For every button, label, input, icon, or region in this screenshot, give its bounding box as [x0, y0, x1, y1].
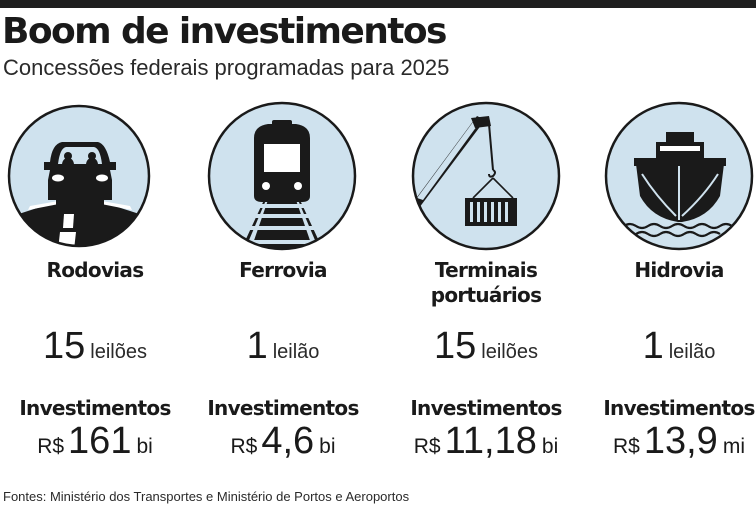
auction-count-number: 15	[434, 325, 477, 367]
currency: R$	[230, 435, 258, 458]
category-terminais-portuarios: Terminais portuários 15 leilões Investime…	[391, 100, 581, 470]
page-title: Boom de investimentos	[2, 11, 447, 52]
auction-count: 1 leilão	[188, 322, 378, 378]
ship-icon	[584, 100, 756, 252]
top-rule	[0, 0, 756, 8]
auction-count-number: 15	[43, 325, 86, 367]
investment-value: R$ 11,18 bi	[391, 418, 581, 472]
auction-count: 15 leilões	[0, 322, 190, 378]
auction-count-unit: leilões	[90, 341, 147, 363]
car-icon	[0, 100, 190, 252]
category-hidrovia: Hidrovia 1 leilão Investimentos R$ 13,9 mi	[584, 100, 756, 470]
auction-count-number: 1	[246, 325, 268, 367]
investment-unit: bi	[541, 435, 559, 458]
category-ferrovia: Ferrovia 1 leilão Investimentos R$ 4,6 bi	[188, 100, 378, 470]
currency: R$	[413, 435, 441, 458]
category-name: Ferrovia	[239, 258, 327, 282]
investment-label: Investimentos	[19, 396, 171, 420]
auction-count: 1 leilão	[584, 322, 756, 378]
category-name: Rodovias	[46, 258, 145, 282]
auction-count-unit: leilões	[481, 341, 538, 363]
currency: R$	[37, 435, 65, 458]
auction-count-number: 1	[642, 325, 664, 367]
auction-count-unit: leilão	[272, 341, 320, 363]
investment-amount: 4,6	[261, 420, 315, 462]
page-subtitle: Concessões federais programadas para 202…	[3, 55, 450, 80]
investment-value: R$ 161 bi	[0, 418, 190, 472]
investment-unit: bi	[319, 435, 336, 458]
investment-value: R$ 13,9 mi	[584, 418, 756, 472]
category-name: Terminais portuários	[430, 258, 542, 307]
investment-amount: 13,9	[643, 420, 718, 462]
auction-count: 15 leilões	[391, 322, 581, 378]
category-rodovias: Rodovias 15 leilões Investimentos R$ 161 bi	[0, 100, 190, 470]
category-name: Hidrovia	[634, 258, 724, 282]
currency: R$	[613, 435, 640, 458]
investment-amount: 11,18	[444, 420, 537, 462]
investment-unit: mi	[722, 435, 745, 458]
investment-amount: 161	[68, 420, 132, 462]
investment-unit: bi	[136, 435, 153, 458]
investment-label: Investimentos	[603, 396, 755, 420]
investment-value: R$ 4,6 bi	[188, 418, 378, 472]
crane-container-icon	[391, 100, 581, 252]
auction-count-unit: leilão	[668, 341, 716, 363]
investment-label: Investimentos	[410, 396, 562, 420]
train-icon	[188, 100, 378, 252]
source-footer: Fontes: Ministério dos Transportes e Min…	[3, 489, 410, 504]
investment-label: Investimentos	[207, 396, 359, 420]
